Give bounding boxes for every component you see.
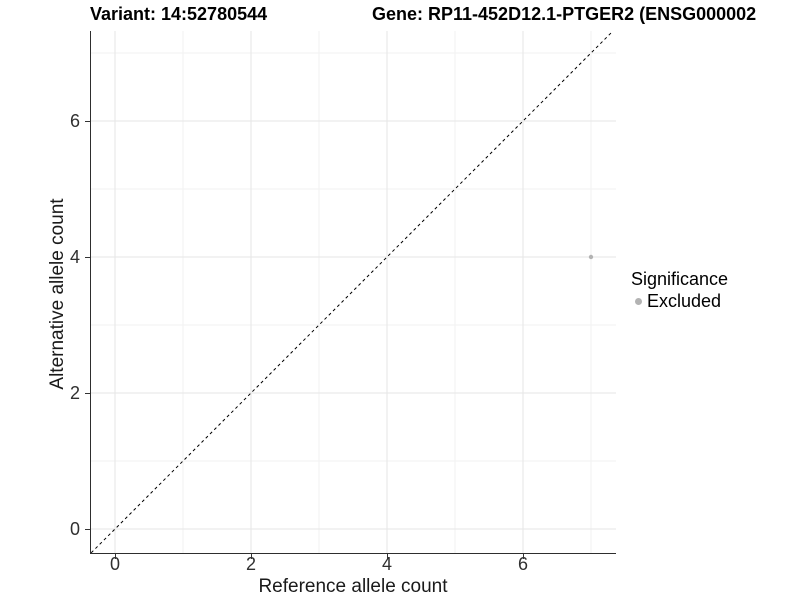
legend-title: Significance bbox=[631, 269, 729, 289]
x-tick-mark-4 bbox=[387, 554, 388, 559]
x-tick-label-0: 0 bbox=[109, 554, 120, 574]
x-tick-label-6: 6 bbox=[517, 554, 528, 574]
y-tick-label-0: 0 bbox=[69, 519, 80, 539]
legend-item-label: Excluded bbox=[647, 291, 722, 311]
variant-title: Variant: 14:52780544 bbox=[90, 4, 268, 24]
y-tick-mark-6 bbox=[85, 121, 90, 122]
excluded-point-icon bbox=[634, 298, 642, 305]
x-tick-mark-0 bbox=[115, 554, 116, 559]
legend-item-excluded: Excluded bbox=[631, 292, 728, 311]
plot-area bbox=[91, 31, 616, 553]
y-axis-title: Alternative allele count bbox=[47, 198, 68, 390]
legend: Significance Excluded bbox=[631, 270, 728, 311]
data-point bbox=[588, 254, 594, 260]
identity-dashed-line bbox=[91, 31, 614, 553]
plot-panel bbox=[90, 31, 616, 554]
legend-key bbox=[631, 295, 645, 309]
y-tick-mark-4 bbox=[85, 257, 90, 258]
x-axis-title: Reference allele count bbox=[258, 576, 448, 597]
gene-title: Gene: RP11-452D12.1-PTGER2 (ENSG000002 bbox=[372, 4, 757, 24]
x-tick-mark-6 bbox=[523, 554, 524, 559]
x-tick-label-4: 4 bbox=[381, 554, 392, 574]
y-tick-label-6: 6 bbox=[69, 111, 80, 131]
y-tick-label-4: 4 bbox=[69, 247, 80, 267]
y-tick-mark-0 bbox=[85, 529, 90, 530]
x-tick-mark-2 bbox=[251, 554, 252, 559]
y-tick-mark-2 bbox=[85, 393, 90, 394]
y-tick-label-2: 2 bbox=[69, 383, 80, 403]
x-tick-label-2: 2 bbox=[245, 554, 256, 574]
